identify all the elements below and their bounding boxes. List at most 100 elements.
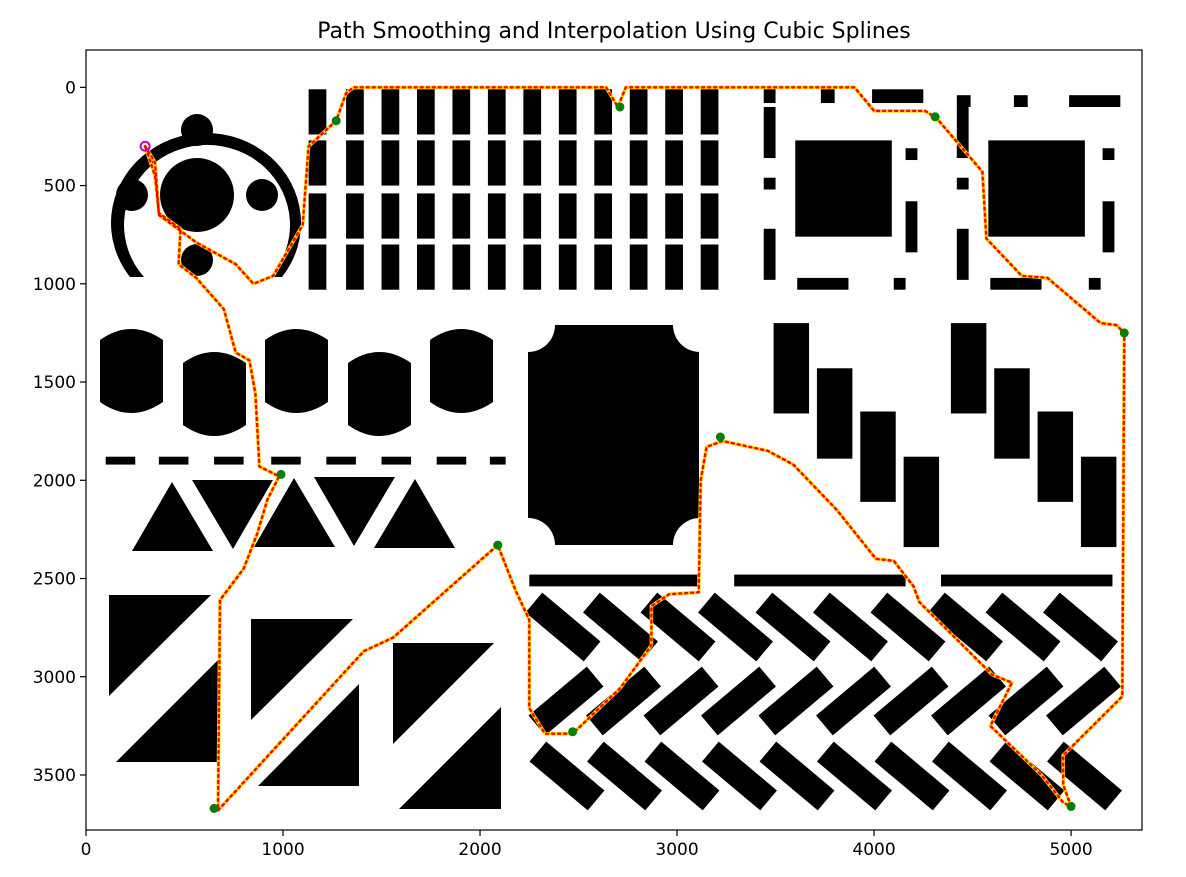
obstacle-rect	[950, 323, 987, 414]
obstacle-rect	[487, 89, 506, 135]
x-tick-label: 1000	[261, 840, 304, 860]
obstacle-rect	[629, 193, 648, 239]
obstacle-rect	[523, 244, 542, 290]
obstacle-rect	[956, 177, 969, 190]
waypoint-marker	[493, 540, 503, 550]
y-tick-label: 2500	[33, 570, 76, 590]
waypoint-marker	[568, 727, 578, 737]
obstacle-circle	[181, 114, 213, 146]
obstacle-triangle	[132, 482, 213, 551]
obstacle-rect	[763, 89, 776, 104]
obstacle-rect	[381, 244, 400, 290]
obstacle-diagonal-bar	[816, 666, 891, 736]
obstacle-rect	[416, 89, 435, 135]
obstacle-rect	[308, 244, 327, 290]
x-tick-label: 4000	[852, 840, 895, 860]
obstacle-rect	[988, 140, 1085, 237]
waypoint-marker	[715, 432, 725, 442]
obstacle-rect	[1069, 95, 1121, 107]
obstacle-diagonal-bar	[640, 592, 716, 662]
obstacle-rect	[558, 140, 577, 186]
obstacle-diagonal-bar	[587, 741, 662, 811]
obstacle-diagonal-bar	[870, 592, 946, 662]
waypoint-marker	[331, 116, 341, 126]
obstacle-rect	[700, 89, 719, 135]
obstacle-rect	[629, 89, 648, 135]
obstacle-triangle	[399, 707, 501, 809]
obstacle-circle	[246, 179, 278, 211]
obstacle-diagonal-bar	[758, 666, 834, 736]
obstacle-rect	[763, 106, 776, 159]
obstacle-rect	[1088, 277, 1101, 290]
obstacle-rect	[452, 244, 471, 290]
obstacle-rect	[452, 193, 471, 239]
y-tick-label: 3000	[33, 668, 76, 688]
obstacle-rect	[773, 323, 810, 414]
obstacle-rect	[629, 244, 648, 290]
obstacle-cylinder	[183, 352, 246, 436]
obstacle-circle	[160, 158, 234, 232]
obstacle-diagonal-bar	[759, 741, 835, 811]
obstacle-rect	[381, 193, 400, 239]
waypoint-marker	[615, 102, 625, 112]
obstacle-triangle	[116, 660, 218, 762]
obstacle-rect	[523, 140, 542, 186]
y-tick-label: 0	[65, 78, 76, 98]
obstacle-cylinder	[265, 329, 328, 413]
obstacle-rect	[487, 244, 506, 290]
obstacle-rect	[905, 201, 918, 253]
x-tick-label: 0	[81, 840, 92, 860]
obstacle-rect	[594, 89, 613, 135]
obstacle-diagonal-bar	[701, 666, 776, 736]
obstacle-rect	[905, 148, 918, 161]
obstacle-rect	[665, 244, 683, 290]
obstacle-diagonal-bar	[817, 741, 892, 811]
obstacle-rect	[416, 193, 435, 239]
obstacle-triangle	[109, 595, 211, 696]
obstacle-rect	[629, 140, 648, 186]
y-tick-label: 2000	[33, 471, 76, 491]
x-tick-label: 5000	[1049, 840, 1092, 860]
obstacle-diagonal-bar	[583, 592, 658, 662]
x-tick-label: 2000	[458, 840, 501, 860]
obstacle-diagonal-bar	[1043, 592, 1118, 662]
obstacle-rect	[271, 456, 301, 465]
obstacle-rect	[489, 456, 506, 465]
obstacle-diagonal-bar	[644, 741, 720, 811]
obstacle-rect	[436, 456, 467, 465]
obstacle-cylinder	[348, 352, 411, 436]
obstacle-triangle	[251, 619, 353, 720]
obstacle-rect	[452, 89, 471, 135]
obstacle-rect	[1102, 148, 1115, 161]
obstacle-rect	[820, 89, 835, 104]
obstacle-rect	[594, 193, 613, 239]
obstacle-rect	[214, 456, 244, 465]
obstacle-rect	[452, 140, 471, 186]
obstacle-triangle	[192, 480, 273, 549]
obstacle-rect	[346, 244, 364, 290]
obstacle-rect	[326, 456, 356, 465]
y-tick-label: 1500	[33, 373, 76, 393]
obstacle-diagonal-bar	[874, 741, 950, 811]
obstacle-rect	[594, 140, 613, 186]
obstacle-diagonal-bar	[873, 666, 949, 736]
obstacle-rect	[903, 456, 940, 548]
obstacle-rect	[734, 574, 906, 587]
obstacle-rect	[763, 228, 776, 280]
obstacle-rect	[860, 411, 896, 502]
obstacle-rects	[105, 89, 1121, 587]
obstacle-diagonal-bar	[586, 666, 661, 736]
waypoint-marker	[1066, 801, 1076, 811]
obstacle-diagonal-bar	[985, 592, 1061, 662]
obstacle-rect	[105, 456, 136, 465]
obstacle-rect	[558, 244, 577, 290]
obstacle-diagonal-bar	[525, 592, 601, 662]
obstacle-rect	[990, 277, 1042, 290]
obstacle-rect	[795, 140, 892, 237]
obstacle-diagonal-bars	[525, 592, 1122, 811]
obstacle-map	[100, 89, 1122, 811]
obstacle-rect	[416, 140, 435, 186]
obstacle-rect	[158, 456, 189, 465]
obstacle-cylinder	[100, 329, 163, 413]
obstacle-diagonal-bar	[702, 741, 777, 811]
